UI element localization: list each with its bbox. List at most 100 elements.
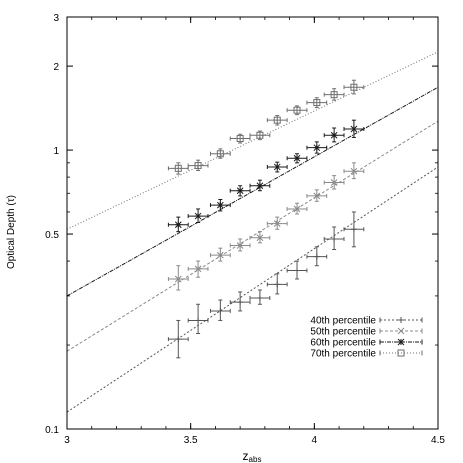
point-marker <box>217 307 224 314</box>
data-point <box>286 153 308 164</box>
x-tick-label: 4 <box>312 435 318 446</box>
point-marker <box>216 251 224 259</box>
y-tick-label: 1 <box>53 146 59 157</box>
data-point <box>323 127 345 143</box>
point-marker <box>293 154 301 162</box>
data-point <box>343 119 365 138</box>
legend-marker <box>397 338 405 346</box>
marker-d2 <box>293 154 301 162</box>
point-marker <box>273 220 281 227</box>
data-point <box>266 161 288 173</box>
point-marker <box>350 167 358 175</box>
data-point <box>286 202 308 215</box>
marker-d2 <box>397 327 405 335</box>
x-axis-label-main: z <box>243 449 249 463</box>
point-marker <box>313 99 321 107</box>
marker-d2 <box>397 338 405 346</box>
point-marker <box>256 182 264 190</box>
point-marker <box>350 83 358 91</box>
marker-d2 <box>236 242 244 249</box>
data-point <box>229 133 251 144</box>
marker-d2 <box>273 163 281 171</box>
marker-d2 <box>273 220 281 227</box>
marker-square <box>174 164 182 172</box>
point-marker <box>294 267 301 274</box>
point-marker <box>194 212 202 220</box>
data-point <box>167 319 189 359</box>
axis-ticks <box>66 16 439 430</box>
y-tick-label: 0.1 <box>45 425 59 436</box>
data-point <box>323 226 345 251</box>
y-tick-label: 2 <box>53 62 59 73</box>
fit-line-2 <box>66 120 439 352</box>
point-marker <box>174 164 182 172</box>
data-point <box>209 247 231 262</box>
legend-entry: 50th percentile <box>310 327 423 338</box>
x-tick-label: 3 <box>64 435 70 446</box>
marker-d2 <box>174 275 182 283</box>
data-point <box>306 141 328 154</box>
point-marker <box>195 317 202 324</box>
data-point <box>209 148 231 159</box>
data-point <box>306 189 328 202</box>
point-marker <box>293 205 301 213</box>
legend-label: 70th percentile <box>310 349 376 360</box>
data-point <box>229 185 251 197</box>
x-tick-label: 4.5 <box>431 435 445 446</box>
data-point <box>286 260 308 280</box>
marker-d2 <box>194 265 202 273</box>
point-marker <box>350 226 357 233</box>
data-point <box>209 198 231 212</box>
marker-d2 <box>313 144 321 152</box>
marker-d2 <box>174 221 182 229</box>
data-point <box>249 289 271 305</box>
marker-d2 <box>216 201 224 209</box>
point-marker <box>236 135 244 143</box>
point-marker <box>256 294 263 301</box>
data-point <box>167 162 189 175</box>
legend-entry: 70th percentile <box>310 349 423 360</box>
legend-marker <box>397 327 405 335</box>
data-point <box>249 130 271 141</box>
data-point <box>187 303 209 334</box>
data-point <box>187 159 209 171</box>
data-point <box>323 88 345 101</box>
point-marker <box>216 150 224 158</box>
marker-d2 <box>194 212 202 220</box>
point-marker <box>216 201 224 209</box>
point-marker <box>273 116 281 124</box>
legend-label: 50th percentile <box>310 327 376 338</box>
point-marker <box>350 125 358 133</box>
marker-d2 <box>330 179 338 186</box>
marker-square <box>397 349 405 357</box>
marker-d2 <box>350 125 358 133</box>
data-point <box>343 79 365 95</box>
data-point <box>187 260 209 278</box>
data-point <box>343 211 365 248</box>
marker-square <box>330 91 338 99</box>
marker-square <box>350 83 358 91</box>
point-marker <box>174 275 182 283</box>
data-point <box>229 238 251 252</box>
marker-d2 <box>313 192 321 200</box>
point-marker <box>174 221 182 229</box>
point-marker <box>331 235 338 242</box>
point-marker <box>237 299 244 306</box>
marker-d2 <box>256 234 264 242</box>
legend-entry: 60th percentile <box>310 338 423 349</box>
data-point <box>187 208 209 223</box>
point-marker <box>273 163 281 171</box>
point-marker <box>236 187 244 195</box>
x-tick-label: 3.5 <box>184 435 198 446</box>
legend-marker <box>397 349 405 357</box>
data-point <box>249 179 271 192</box>
data-point <box>266 216 288 230</box>
legend-label: 40th percentile <box>310 316 376 327</box>
data-point <box>209 299 231 321</box>
y-tick-label: 0.5 <box>45 230 59 241</box>
x-axis-label: zabs <box>243 449 262 463</box>
marker-square <box>256 131 264 139</box>
point-marker <box>313 144 321 152</box>
legend-label: 60th percentile <box>310 338 376 349</box>
